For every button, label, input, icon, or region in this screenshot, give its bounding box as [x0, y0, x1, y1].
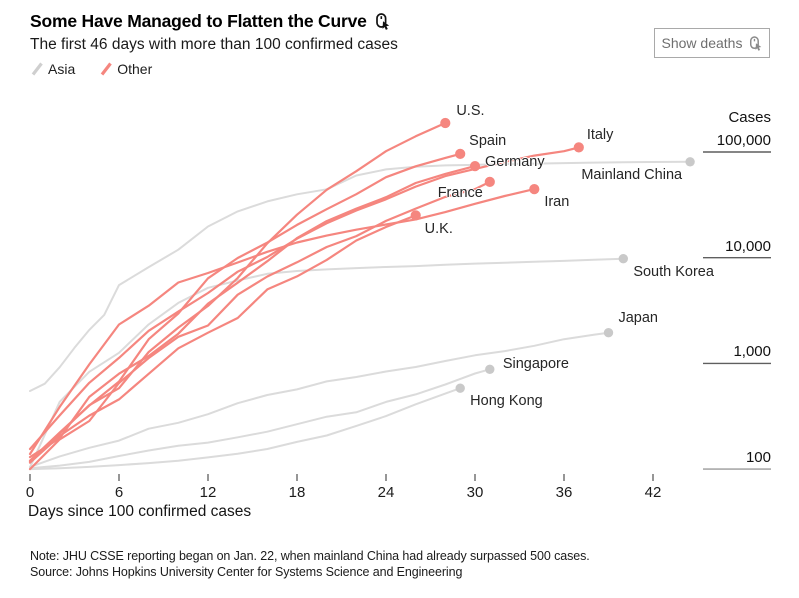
- footer-note: Note: JHU CSSE reporting began on Jan. 2…: [30, 549, 590, 563]
- line-singapore[interactable]: [29, 368, 491, 470]
- endpoint-dot-mainland-china: [685, 157, 695, 167]
- page-subtitle: The first 46 days with more than 100 con…: [30, 36, 398, 53]
- footer: Note: JHU CSSE reporting began on Jan. 2…: [30, 549, 590, 580]
- line-mainland-china[interactable]: [29, 160, 692, 392]
- endpoint-dot-us: [440, 117, 451, 129]
- legend-item-other[interactable]: Other: [99, 61, 152, 77]
- endpoint-dot-italy: [573, 142, 584, 153]
- endpoint-dot-hong-kong: [455, 383, 465, 393]
- endpoint-dot-spain: [455, 148, 466, 159]
- line-japan[interactable]: [29, 331, 610, 468]
- endpoint-dot-uk: [410, 210, 421, 221]
- endpoint-dot-iran: [529, 184, 540, 195]
- line-hong-kong[interactable]: [29, 387, 462, 471]
- x-axis-title: Days since 100 confirmed cases: [28, 503, 252, 520]
- line-us[interactable]: [28, 121, 447, 463]
- line-south-korea[interactable]: [29, 257, 625, 469]
- title-row: Some Have Managed to Flatten the Curve: [30, 11, 390, 32]
- y-axis-unit-label: Cases: [728, 109, 771, 126]
- footer-source: Source: Johns Hopkins University Center …: [30, 564, 463, 579]
- line-iran[interactable]: [28, 188, 536, 456]
- line-spain[interactable]: [28, 152, 462, 462]
- legend: Asia Other: [30, 61, 152, 77]
- page-title: Some Have Managed to Flatten the Curve: [30, 11, 367, 31]
- show-deaths-label: Show deaths: [661, 35, 743, 51]
- tap-cursor-icon: [375, 13, 389, 30]
- legend-item-asia[interactable]: Asia: [30, 61, 75, 77]
- endpoint-dot-germany: [469, 161, 481, 172]
- other-line-swatch-icon: [100, 62, 113, 76]
- line-italy[interactable]: [28, 146, 580, 451]
- endpoint-dot-japan: [603, 328, 614, 338]
- endpoint-dot-singapore: [485, 364, 495, 374]
- endpoint-dot-france: [484, 176, 495, 187]
- tap-cursor-icon: [750, 35, 762, 51]
- show-deaths-button[interactable]: Show deaths: [654, 28, 770, 58]
- line-uk[interactable]: [28, 214, 417, 464]
- asia-line-swatch-icon: [31, 62, 43, 76]
- line-germany[interactable]: [28, 165, 477, 459]
- legend-label-other: Other: [117, 61, 153, 77]
- legend-label-asia: Asia: [48, 61, 76, 77]
- endpoint-dot-south-korea: [618, 254, 628, 264]
- line-france[interactable]: [28, 180, 491, 471]
